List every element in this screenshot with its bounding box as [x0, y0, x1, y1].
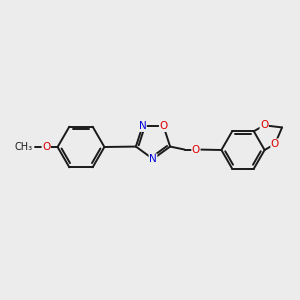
Text: CH₃: CH₃	[15, 142, 33, 152]
Text: N: N	[149, 154, 157, 164]
Text: O: O	[192, 145, 200, 154]
Text: O: O	[160, 122, 168, 131]
Text: O: O	[260, 120, 268, 130]
Text: O: O	[271, 139, 279, 149]
Text: N: N	[139, 122, 146, 131]
Text: O: O	[42, 142, 50, 152]
